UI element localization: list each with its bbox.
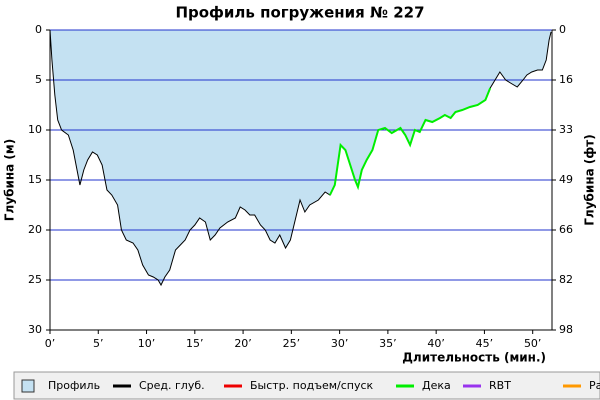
x-tick-label: 35’	[379, 337, 397, 350]
x-tick-label: 50’	[524, 337, 542, 350]
y2-tick-label: 16	[559, 73, 573, 86]
y2-tick-label: 49	[559, 173, 573, 186]
y-tick-label: 15	[28, 173, 42, 186]
y2-tick-label: 0	[559, 23, 566, 36]
y2-tick-label: 33	[559, 123, 573, 136]
x-tick-label: 30’	[331, 337, 349, 350]
legend-label: Профиль	[48, 379, 100, 392]
legend-label: Сред. глуб.	[139, 379, 205, 392]
y2-tick-label: 66	[559, 223, 573, 236]
x-tick-label: 0’	[45, 337, 56, 350]
y-tick-label: 10	[28, 123, 42, 136]
y-axis-label: Глубина (м)	[3, 139, 17, 221]
x-axis-label: Длительность (мин.)	[402, 351, 546, 365]
legend-swatch	[21, 379, 35, 393]
x-tick-label: 45’	[476, 337, 494, 350]
y2-tick-label: 98	[559, 323, 573, 336]
y-tick-label: 0	[35, 23, 42, 36]
legend-label: Раб.	[589, 379, 600, 392]
x-tick-label: 25’	[283, 337, 301, 350]
x-tick-label: 20’	[234, 337, 252, 350]
y-tick-label: 5	[35, 73, 42, 86]
y-tick-label: 30	[28, 323, 42, 336]
x-tick-label: 5’	[93, 337, 104, 350]
legend-label: Дека	[422, 379, 451, 392]
legend-box	[13, 371, 600, 400]
y2-tick-label: 82	[559, 273, 573, 286]
chart-title: Профиль погружения № 227	[175, 4, 424, 22]
x-tick-label: 15’	[186, 337, 204, 350]
x-tick-label: 10’	[138, 337, 156, 350]
x-tick-label: 40’	[427, 337, 445, 350]
y2-axis-label: Глубина (фт)	[583, 134, 597, 225]
profile-fill	[50, 30, 552, 285]
legend-label: Быстр. подъем/спуск	[250, 379, 374, 392]
y-tick-label: 20	[28, 223, 42, 236]
y-tick-label: 25	[28, 273, 42, 286]
legend-label: RBT	[489, 379, 511, 392]
deco-line	[329, 87, 492, 196]
